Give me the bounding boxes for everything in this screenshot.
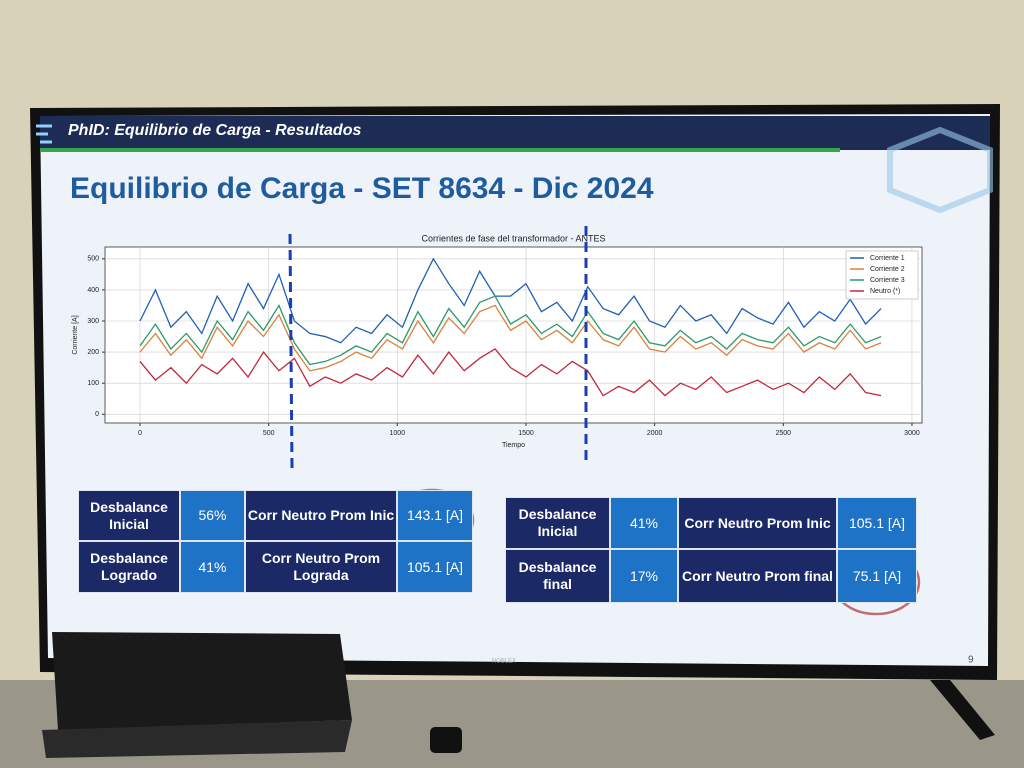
x-tick-label: 3000 bbox=[904, 430, 920, 437]
laptop-screen bbox=[52, 632, 352, 730]
legend-label: Neutro (*) bbox=[870, 288, 900, 295]
x-tick-label: 2000 bbox=[647, 430, 663, 437]
plot-area bbox=[104, 246, 923, 424]
table-label: Desbalance Logrado bbox=[78, 541, 180, 593]
divider bbox=[288, 233, 294, 469]
table-label: Desbalance Inicial bbox=[78, 490, 180, 541]
decoration bbox=[887, 126, 993, 214]
series-line bbox=[139, 257, 882, 344]
table-label: Corr Neutro Prom final bbox=[678, 549, 837, 603]
table-value: 17% bbox=[610, 549, 678, 603]
chart: Corrientes de fase del transformador - A… bbox=[72, 233, 923, 449]
header-stripe bbox=[40, 148, 840, 152]
legend-label: Corriente 1 bbox=[870, 255, 905, 262]
remote bbox=[430, 727, 462, 753]
x-tick-label: 0 bbox=[138, 430, 142, 437]
x-tick-label: 500 bbox=[263, 430, 275, 437]
legend-label: Corriente 3 bbox=[870, 277, 905, 284]
y-tick-label: 300 bbox=[87, 318, 99, 325]
y-tick-label: 200 bbox=[87, 349, 99, 356]
table-value: 41% bbox=[180, 541, 245, 593]
slide-title: Equilibrio de Carga - SET 8634 - Dic 202… bbox=[70, 172, 654, 205]
y-tick-label: 0 bbox=[95, 411, 99, 418]
y-tick-label: 100 bbox=[87, 380, 99, 387]
x-tick-label: 1000 bbox=[390, 430, 406, 437]
x-axis-label: Tiempo bbox=[502, 442, 525, 449]
table-label: Corr Neutro Prom Inic bbox=[245, 490, 397, 541]
table-label: Desbalance Inicial bbox=[505, 497, 610, 549]
table-label: Corr Neutro Prom Inic bbox=[678, 497, 837, 549]
chart-title: Corrientes de fase del transformador - A… bbox=[421, 233, 605, 243]
legend-label: Corriente 2 bbox=[870, 266, 905, 273]
table-label: Desbalance final bbox=[505, 549, 610, 603]
table-value: 41% bbox=[610, 497, 678, 549]
table-value: 105.1 [A] bbox=[397, 541, 473, 593]
y-tick-label: 400 bbox=[87, 287, 99, 294]
x-tick-label: 2500 bbox=[776, 430, 792, 437]
tv-stand bbox=[930, 680, 995, 740]
table-value: 75.1 [A] bbox=[837, 549, 917, 603]
series-line bbox=[139, 304, 882, 372]
table-value: 105.1 [A] bbox=[837, 497, 917, 549]
logo bbox=[36, 124, 52, 144]
table-label: Corr Neutro Prom Lograda bbox=[245, 541, 397, 593]
y-axis-label: Corriente [A] bbox=[72, 315, 79, 354]
y-tick-label: 500 bbox=[87, 256, 99, 263]
header-title: PhID: Equilibrio de Carga - Resultados bbox=[68, 122, 361, 139]
slide-header bbox=[40, 116, 990, 150]
series-line bbox=[139, 295, 882, 366]
tv-brand: NOBLEX bbox=[492, 659, 516, 665]
laptop-base bbox=[42, 720, 352, 758]
table-value: 56% bbox=[180, 490, 245, 541]
series-line bbox=[139, 348, 882, 397]
page-number: 9 bbox=[968, 655, 974, 666]
table-value: 143.1 [A] bbox=[397, 490, 473, 541]
x-tick-label: 1500 bbox=[518, 430, 534, 437]
